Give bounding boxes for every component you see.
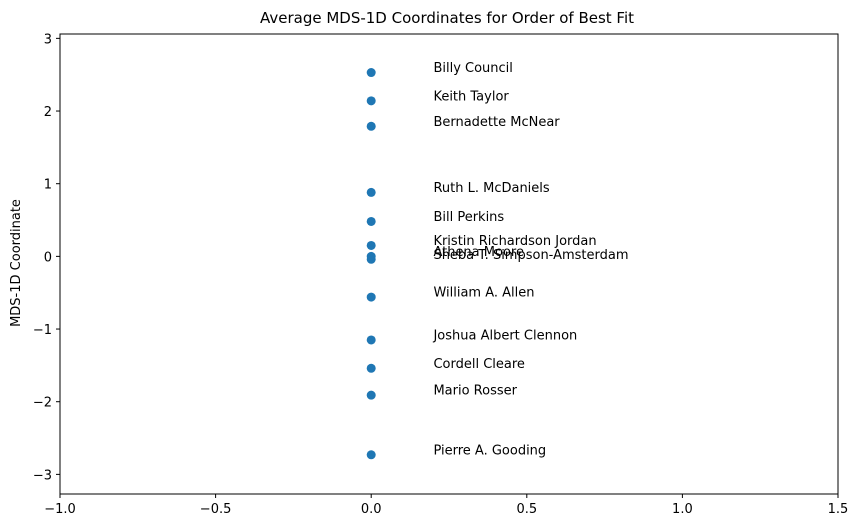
data-point <box>366 450 376 460</box>
data-point <box>366 121 376 131</box>
point-label: William A. Allen <box>433 286 534 301</box>
data-point <box>366 292 376 302</box>
data-point <box>366 335 376 345</box>
data-point <box>366 390 376 400</box>
point-label: Mario Rosser <box>433 384 517 399</box>
y-tick-label: 2 <box>44 105 52 120</box>
x-tick-label: 0.5 <box>516 502 537 517</box>
point-label: Ruth L. McDaniels <box>433 181 549 196</box>
y-axis-label: MDS-1D Coordinate <box>9 199 24 327</box>
data-point <box>366 187 376 197</box>
x-tick-label: −1.0 <box>44 502 76 517</box>
plot-area: −1.0 −0.5 0.0 0.5 1.0 1.5 3 2 1 0 −1 −2 −3 Billy Coun… <box>33 32 849 517</box>
data-point <box>366 363 376 373</box>
y-tick-label: 0 <box>44 250 52 265</box>
data-point <box>366 254 376 264</box>
point-label: Bernadette McNear <box>433 115 560 130</box>
x-tick-label: −0.5 <box>200 502 232 517</box>
y-tick-label: −3 <box>33 468 52 483</box>
point-label: Sheba T. Simpson-Amsterdam <box>433 248 628 263</box>
y-tick-label: 3 <box>44 32 52 47</box>
point-label: Pierre A. Gooding <box>433 443 546 458</box>
point-label: Joshua Albert Clennon <box>432 328 577 343</box>
y-tick-label: 1 <box>44 178 52 193</box>
data-point <box>366 216 376 226</box>
y-tick-label: −2 <box>33 396 52 411</box>
data-point <box>366 68 376 78</box>
point-label: Athena Moore <box>433 245 524 260</box>
x-tick-label: 1.0 <box>672 502 693 517</box>
point-label: Cordell Cleare <box>433 357 524 372</box>
point-label: Keith Taylor <box>433 89 509 104</box>
data-point <box>366 96 376 106</box>
point-label: Kristin Richardson Jordan <box>433 234 596 249</box>
x-tick-label: 0.0 <box>361 502 382 517</box>
plot-frame <box>59 33 839 495</box>
data-point <box>366 240 376 250</box>
point-label: Billy Council <box>433 61 512 76</box>
point-label: Bill Perkins <box>433 210 504 225</box>
x-tick-label: 1.5 <box>828 502 849 517</box>
y-tick-label: −1 <box>33 323 52 338</box>
chart-title: Average MDS-1D Coordinates for Order of … <box>260 9 634 27</box>
